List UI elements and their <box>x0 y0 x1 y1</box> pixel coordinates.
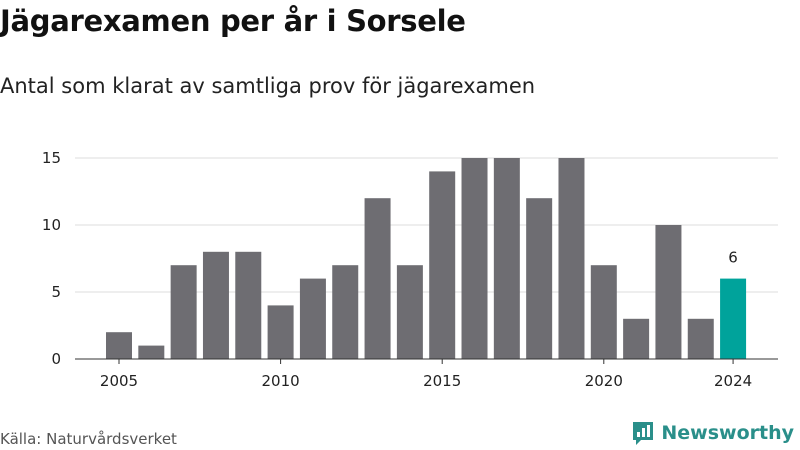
bar <box>332 265 359 359</box>
y-tick-label: 5 <box>51 283 61 301</box>
bar <box>396 265 423 359</box>
newsworthy-logo-icon <box>633 422 654 445</box>
bar <box>235 251 262 359</box>
bar <box>687 318 714 359</box>
data-label: 6 <box>728 249 738 267</box>
x-tick-label: 2024 <box>714 372 752 390</box>
bar <box>526 198 553 359</box>
bar <box>493 158 520 359</box>
x-tick-label: 2020 <box>585 372 623 390</box>
x-tick-label: 2015 <box>423 372 461 390</box>
x-tick-label: 2010 <box>262 372 300 390</box>
bar <box>202 251 229 359</box>
bar <box>655 225 682 359</box>
brand-logo: Newsworthy <box>631 420 794 446</box>
x-tick-label: 2005 <box>100 372 138 390</box>
source-note: Källa: Naturvårdsverket <box>0 430 177 448</box>
bar <box>364 198 391 359</box>
bar <box>106 332 132 359</box>
bar <box>590 265 617 359</box>
chart-subtitle: Antal som klarat av samtliga prov för jä… <box>0 74 536 98</box>
bar-highlight <box>720 278 747 359</box>
bar <box>170 265 197 359</box>
bar <box>461 158 488 359</box>
y-tick-label: 15 <box>42 149 61 167</box>
y-tick-label: 10 <box>42 216 61 234</box>
bar <box>429 171 456 359</box>
bar-chart: 0 5 10 15 2005 2010 2015 2020 2024 6 <box>42 149 778 390</box>
bar <box>138 345 165 359</box>
bar <box>299 278 326 359</box>
y-tick-label: 0 <box>51 350 61 368</box>
bar <box>558 158 585 359</box>
brand-name: Newsworthy <box>661 422 794 444</box>
chart-title: Jägarexamen per år i Sorsele <box>0 4 466 38</box>
bar <box>267 305 294 359</box>
bar <box>623 318 650 359</box>
